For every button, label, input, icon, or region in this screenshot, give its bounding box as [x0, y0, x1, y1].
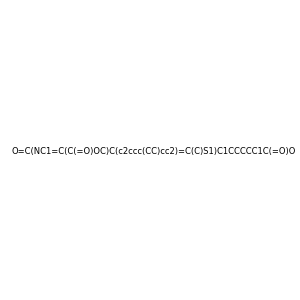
Text: O=C(NC1=C(C(=O)OC)C(c2ccc(CC)cc2)=C(C)S1)C1CCCCC1C(=O)O: O=C(NC1=C(C(=O)OC)C(c2ccc(CC)cc2)=C(C)S1… — [12, 147, 296, 156]
